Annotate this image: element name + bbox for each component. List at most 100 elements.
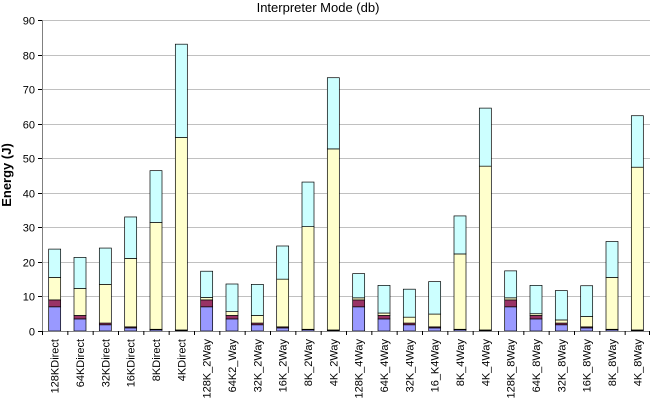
bar-segment-32K_4Way-s1 [402,324,416,332]
x-category-label: 4K_2Way [328,339,340,387]
bar-segment-8K_4Way-s4 [453,215,467,255]
bar-segment-64K2_Way-s1 [225,318,239,332]
x-category-label: 128K_8Way [506,339,518,399]
y-tick-label: 10 [23,292,35,304]
bar-segment-32K_2Way-s1 [250,324,264,332]
bar-segment-4K_2Way-s3 [326,148,340,331]
bar-segment-32K_2Way-s4 [250,284,264,316]
bar-segment-64K_4Way-s1 [377,318,391,332]
bar-segment-32KDirect-s4 [98,247,112,285]
bar-segment-8K_8Way-s3 [605,277,619,330]
x-category-label: 16_K4Way [430,339,442,393]
bar-segment-4KDirect-s3 [174,137,188,331]
bar-segment-16KDirect-s4 [124,216,138,259]
bar-segment-8K_2Way-s3 [301,226,315,330]
x-category-label: 4K_4Way [480,339,492,387]
bar-segment-32K_4Way-s4 [402,288,416,318]
y-tick-label: 40 [23,189,35,201]
bar-segment-128KDirect-s2 [48,299,62,308]
bar-segment-64K_4Way-s2 [377,315,391,320]
bar-segment-16K_8Way-s1 [580,327,594,332]
bar-segment-32KDirect-s1 [98,324,112,332]
bar-segment-8K_8Way-s4 [605,241,619,278]
bar-segment-4K_4Way-s4 [478,107,492,167]
bar-segment-128K_4Way-s4 [352,273,366,299]
bar-segment-16_K4Way-s4 [428,281,442,315]
x-category-label: 128KDirect [50,339,62,393]
x-category-label: 64K_4Way [379,339,391,393]
bar-segment-4K_4Way-s3 [478,165,492,331]
bar-segment-16KDirect-s3 [124,258,138,328]
y-tick-label: 30 [23,223,35,235]
bar-segment-32K_4Way-s3 [402,316,416,324]
x-category-label: 64KDirect [75,339,87,387]
y-tick-label: 60 [23,120,35,132]
x-category-label: 32K_8Way [556,339,568,393]
bar-segment-16_K4Way-s1 [428,327,442,332]
y-tick-label: 0 [29,327,35,339]
bar-segment-64KDirect-s1 [73,318,87,332]
x-category-label: 8K_2Way [303,339,315,387]
y-tick-labels: 0 10 20 30 40 50 60 70 80 90 [23,16,35,339]
bar-segment-128KDirect-s1 [48,306,62,332]
bar-segment-64K2_Way-s3 [225,311,239,316]
bars [48,43,644,332]
bar-segment-16_K4Way-s3 [428,313,442,328]
x-category-label: 64K2_Way [227,339,239,393]
bar-segment-8K_2Way-s4 [301,181,315,227]
bar-segment-64K_4Way-s3 [377,312,391,316]
bar-segment-4K_8Way-s3 [630,166,644,331]
gridlines [42,20,650,297]
x-category-label: 32K_2Way [252,339,264,393]
x-category-label: 8K_8Way [607,339,619,387]
bar-segment-16K_8Way-s3 [580,316,594,328]
bar-segment-32K_8Way-s4 [554,290,568,321]
bar-segment-16K_2Way-s1 [276,327,290,332]
bar-segment-16K_8Way-s4 [580,285,594,317]
bar-segment-32K_8Way-s3 [554,319,568,324]
x-category-label: 16KDirect [126,339,138,387]
bar-segment-64K_4Way-s4 [377,285,391,314]
x-category-label: 8KDirect [151,339,163,381]
y-tick-label: 80 [23,51,35,63]
bar-segment-64KDirect-s3 [73,288,87,316]
bar-segment-16KDirect-s1 [124,327,138,332]
x-category-label: 8K_4Way [455,339,467,387]
bar-segment-64K_8Way-s1 [529,318,543,332]
bar-segment-128KDirect-s3 [48,277,62,301]
bar-segment-8KDirect-s4 [149,170,163,223]
bar-segment-128K_8Way-s1 [504,306,518,332]
x-category-label: 4K_8Way [632,339,644,387]
bar-segment-128K_2Way-s3 [200,297,214,301]
y-tick-label: 50 [23,154,35,166]
bar-segment-128KDirect-s4 [48,248,62,278]
x-category-label: 128K_2Way [202,339,214,399]
x-category-label: 32KDirect [100,339,112,387]
x-category-label: 4KDirect [176,339,188,381]
bar-segment-64KDirect-s2 [73,315,87,320]
bar-segment-4K_8Way-s4 [630,115,644,168]
x-category-label: 128K_4Way [354,339,366,399]
bar-segment-128K_8Way-s4 [504,270,518,299]
bar-segment-4KDirect-s4 [174,43,188,138]
axes [38,20,650,335]
bar-segment-4K_2Way-s4 [326,77,340,150]
x-category-label: 16K_8Way [582,339,594,393]
bar-segment-64K2_Way-s2 [225,315,239,320]
bar-segment-128K_4Way-s1 [352,306,366,332]
bar-segment-128K_4Way-s2 [352,299,366,308]
chart-title: Interpreter Mode (db) [257,0,380,15]
bar-segment-16K_2Way-s4 [276,245,290,280]
bar-segment-8K_4Way-s3 [453,253,467,330]
bar-segment-64K_8Way-s4 [529,285,543,315]
bar-segment-64KDirect-s4 [73,257,87,289]
y-axis-title: Energy (J) [0,143,14,207]
x-category-label: 64K_8Way [531,339,543,393]
y-tick-label: 20 [23,258,35,270]
bar-segment-64K_8Way-s2 [529,315,543,320]
bar-segment-128K_2Way-s2 [200,299,214,308]
bar-segment-32K_8Way-s1 [554,324,568,332]
bar-segment-8KDirect-s3 [149,222,163,330]
